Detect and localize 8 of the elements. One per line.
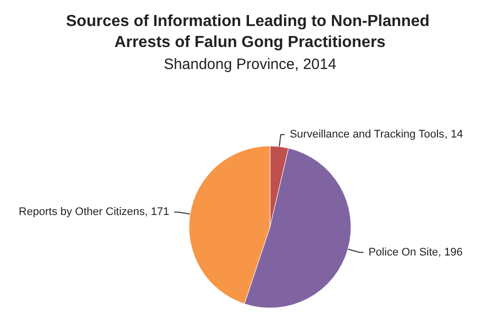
chart-title: Sources of Information Leading to Non-Planned Arrests of Falun Gong Practitioners — [66, 13, 434, 51]
slice-label: Surveillance and Tracking Tools — [290, 128, 445, 141]
data-label: , 171 — [144, 206, 170, 218]
chart-subtitle: Shandong Province, 2014 — [164, 56, 336, 73]
slice-label: Police On Site — [368, 246, 438, 258]
data-label: , 196 — [438, 246, 463, 258]
slice-label: Reports by Other Citizens — [18, 206, 146, 218]
data-label: , 14 — [444, 128, 463, 141]
